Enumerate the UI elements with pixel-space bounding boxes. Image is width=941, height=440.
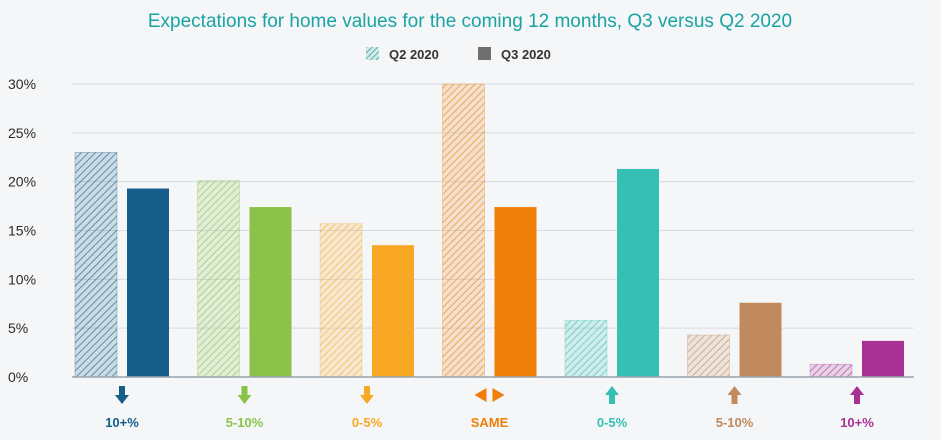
bar-q2-2020 [564, 319, 608, 378]
bar-q2-2020 [442, 83, 485, 378]
bar-q2-2020 [687, 334, 730, 378]
bar-q3-2020 [127, 188, 169, 377]
y-tick-label: 20% [8, 174, 36, 190]
y-tick-label: 5% [8, 320, 28, 336]
bar-q3-2020 [862, 340, 904, 377]
chart-title: Expectations for home values for the com… [148, 11, 792, 32]
arrow-down-icon [237, 386, 252, 404]
left-right-arrows-icon [474, 388, 505, 402]
y-tick-label: 0% [8, 369, 28, 385]
y-tick-label: 25% [8, 125, 36, 141]
bar-q2-2020 [74, 151, 118, 378]
arrow-up-icon [850, 386, 864, 404]
bar-q3-2020 [617, 168, 659, 377]
x-category-label: 5-10% [226, 415, 264, 430]
legend-swatch-q2 [366, 47, 379, 60]
arrow-up-icon [727, 386, 742, 404]
legend-label-q3: Q3 2020 [501, 47, 551, 62]
bar-q2-2020 [319, 223, 363, 378]
x-category-label: 0-5% [597, 415, 628, 430]
y-tick-label: 15% [8, 223, 36, 239]
y-tick-label: 10% [8, 271, 36, 287]
x-category-label: 5-10% [716, 415, 754, 430]
x-category-label: 10+% [840, 415, 874, 430]
arrow-down-icon [115, 386, 129, 404]
legend-label-q2: Q2 2020 [389, 47, 439, 62]
x-category-label: 10+% [105, 415, 139, 430]
bar-q3-2020 [372, 245, 414, 377]
y-axis-ticks: 0% 5% 10% 15% 20% 25% 30% [8, 76, 36, 385]
bars [74, 83, 904, 378]
x-category-label: SAME [471, 415, 509, 430]
x-category-label: 0-5% [352, 415, 383, 430]
y-tick-label: 30% [8, 76, 36, 92]
arrow-down-icon [360, 386, 374, 404]
bar-q2-2020 [809, 363, 853, 378]
arrow-up-icon [605, 386, 619, 404]
bar-q3-2020 [249, 207, 292, 377]
legend: Q2 2020 Q3 2020 [366, 47, 551, 62]
bar-q3-2020 [739, 302, 782, 377]
x-axis-categories: 10+% 5-10% 0-5% SAME 0-5% 5-10% 10+% [105, 386, 874, 430]
legend-swatch-q3 [478, 47, 491, 60]
bar-q2-2020 [197, 180, 240, 378]
bar-q3-2020 [494, 207, 537, 377]
